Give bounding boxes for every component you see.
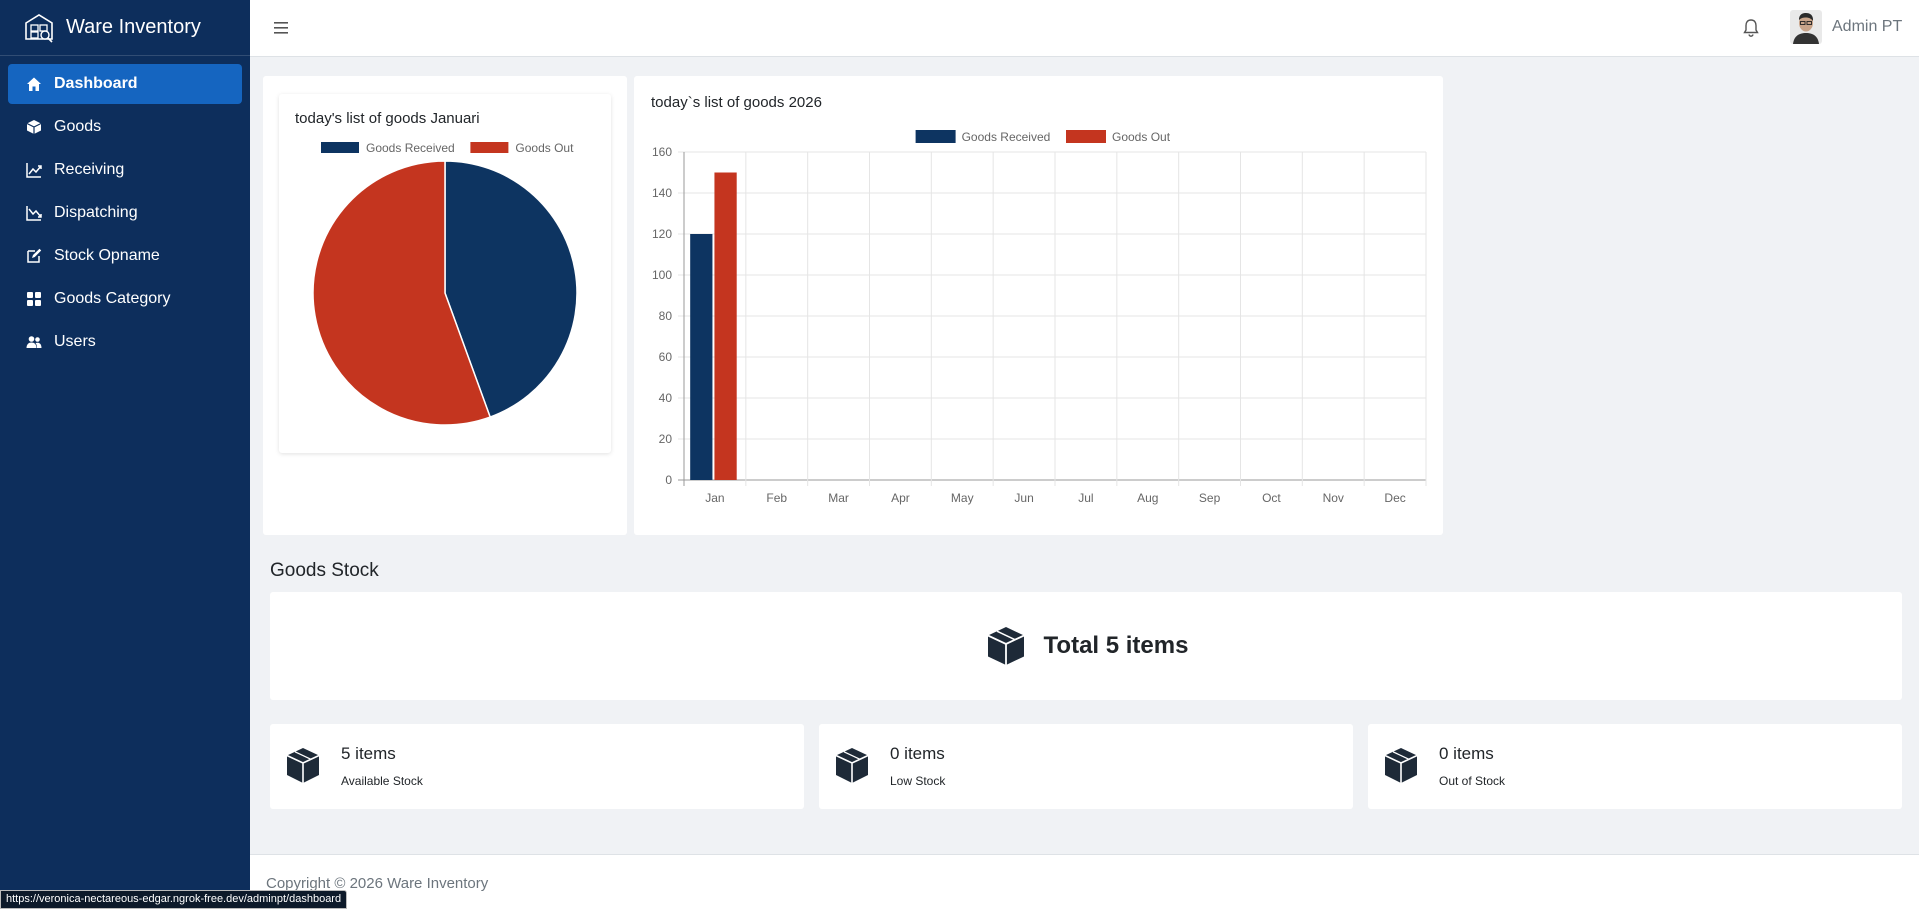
x-tick-label: Jun: [1014, 491, 1033, 505]
x-tick-label: May: [951, 491, 974, 505]
goods-stock-title: Goods Stock: [270, 560, 379, 581]
box-icon: [1384, 748, 1418, 783]
y-tick-label: 120: [652, 227, 672, 241]
legend-label: Goods Received: [366, 141, 455, 155]
chart-line-down-icon: [24, 203, 44, 223]
x-tick-label: Oct: [1262, 491, 1281, 505]
box-icon: [987, 627, 1024, 665]
pie-chart: Goods Received Goods Out: [312, 141, 578, 426]
pie-slice-goods-received[interactable]: [444, 160, 578, 419]
total-stock-card: Total 5 items: [270, 592, 1902, 700]
sidebar-item-receiving[interactable]: Receiving: [8, 150, 242, 190]
y-tick-label: 60: [659, 350, 673, 364]
legend-swatch[interactable]: [321, 142, 359, 153]
x-tick-label: Dec: [1384, 491, 1405, 505]
sidebar-item-label: Goods Category: [54, 290, 171, 307]
y-tick-label: 100: [652, 268, 672, 282]
sidebar-item-label: Stock Opname: [54, 247, 160, 264]
y-tick-label: 0: [665, 473, 672, 487]
bar-chart-card: today`s list of goods 2026 Goods Receive…: [634, 76, 1443, 535]
bar-chart-title: today`s list of goods 2026: [651, 94, 822, 111]
chart-line-up-icon: [24, 160, 44, 180]
sidebar-item-users[interactable]: Users: [8, 322, 242, 362]
stat-value: 5 items: [341, 744, 396, 763]
bar-goods-out-jan[interactable]: [714, 172, 737, 481]
brand-name: Ware Inventory: [66, 16, 201, 38]
sidebar-nav: Dashboard Goods Receiving Dispatching St…: [0, 56, 250, 362]
warehouse-logo-icon: [25, 13, 53, 43]
sidebar-item-label: Dashboard: [54, 75, 138, 92]
user-menu[interactable]: Admin PT: [1790, 10, 1902, 44]
pie-chart-title: today's list of goods Januari: [295, 110, 480, 127]
stat-value: 0 items: [890, 744, 945, 763]
x-tick-label: Nov: [1323, 491, 1344, 505]
topbar: Admin PT: [250, 0, 1919, 57]
y-tick-label: 80: [659, 309, 673, 323]
x-tick-label: Apr: [891, 491, 910, 505]
sidebar-item-dashboard[interactable]: Dashboard: [8, 64, 242, 104]
hamburger-menu-icon[interactable]: [270, 18, 292, 38]
y-tick-label: 160: [652, 145, 672, 159]
low-stock-card: 0 items Low Stock: [819, 724, 1353, 809]
bar-goods-received-jan[interactable]: [690, 234, 713, 480]
x-tick-label: Aug: [1137, 491, 1158, 505]
x-tick-label: Mar: [828, 491, 849, 505]
bar-chart: Goods Received Goods Out 0 20 40 60 80 100 120 14…: [652, 130, 1427, 505]
bell-icon[interactable]: [1740, 17, 1762, 39]
sidebar-item-stock-opname[interactable]: Stock Opname: [8, 236, 242, 276]
box-icon: [835, 748, 869, 783]
footer: Copyright © 2026 Ware Inventory: [250, 854, 1919, 909]
box-icon: [286, 748, 320, 783]
cube-icon: [24, 117, 44, 137]
sidebar-item-label: Users: [54, 333, 96, 350]
sidebar: Ware Inventory Dashboard Goods Receiving…: [0, 0, 250, 909]
legend-swatch[interactable]: [915, 130, 956, 143]
sidebar-item-label: Dispatching: [54, 204, 138, 221]
sidebar-item-goods[interactable]: Goods: [8, 107, 242, 147]
y-tick-label: 20: [659, 432, 673, 446]
x-tick-label: Jan: [705, 491, 724, 505]
status-bar-url: https://veronica-nectareous-edgar.ngrok-…: [0, 890, 348, 909]
stat-value: 0 items: [1439, 744, 1494, 763]
sidebar-item-label: Receiving: [54, 161, 125, 178]
legend-label: Goods Received: [962, 130, 1051, 144]
x-tick-label: Sep: [1199, 491, 1221, 505]
sidebar-item-goods-category[interactable]: Goods Category: [8, 279, 242, 319]
legend-swatch[interactable]: [470, 142, 509, 153]
y-tick-label: 140: [652, 186, 672, 200]
x-tick-label: Jul: [1078, 491, 1093, 505]
pie-chart-inner: today's list of goods Januari Goods Rece…: [279, 94, 611, 453]
home-icon: [24, 74, 44, 94]
total-items: Total 5 items: [1043, 632, 1189, 659]
users-icon: [24, 332, 44, 352]
legend-swatch[interactable]: [1066, 130, 1106, 143]
sidebar-item-label: Goods: [54, 118, 102, 135]
brand[interactable]: Ware Inventory: [0, 0, 250, 56]
edit-icon: [24, 246, 44, 266]
pie-slice-goods-out[interactable]: [312, 160, 492, 426]
x-tick-label: Feb: [766, 491, 787, 505]
stat-label: Low Stock: [890, 774, 946, 788]
available-stock-card: 5 items Available Stock: [270, 724, 804, 809]
grid-icon: [24, 289, 44, 309]
copyright-text: Copyright © 2026 Ware Inventory: [266, 875, 489, 892]
avatar: [1790, 10, 1822, 44]
y-tick-label: 40: [659, 391, 673, 405]
legend-label: Goods Out: [515, 141, 574, 155]
pie-chart-card: today's list of goods Januari Goods Rece…: [263, 76, 627, 535]
stat-label: Out of Stock: [1439, 774, 1506, 788]
out-of-stock-card: 0 items Out of Stock: [1368, 724, 1902, 809]
sidebar-item-dispatching[interactable]: Dispatching: [8, 193, 242, 233]
legend-label: Goods Out: [1112, 130, 1171, 144]
stat-label: Available Stock: [341, 774, 423, 788]
user-name: Admin PT: [1832, 18, 1903, 35]
